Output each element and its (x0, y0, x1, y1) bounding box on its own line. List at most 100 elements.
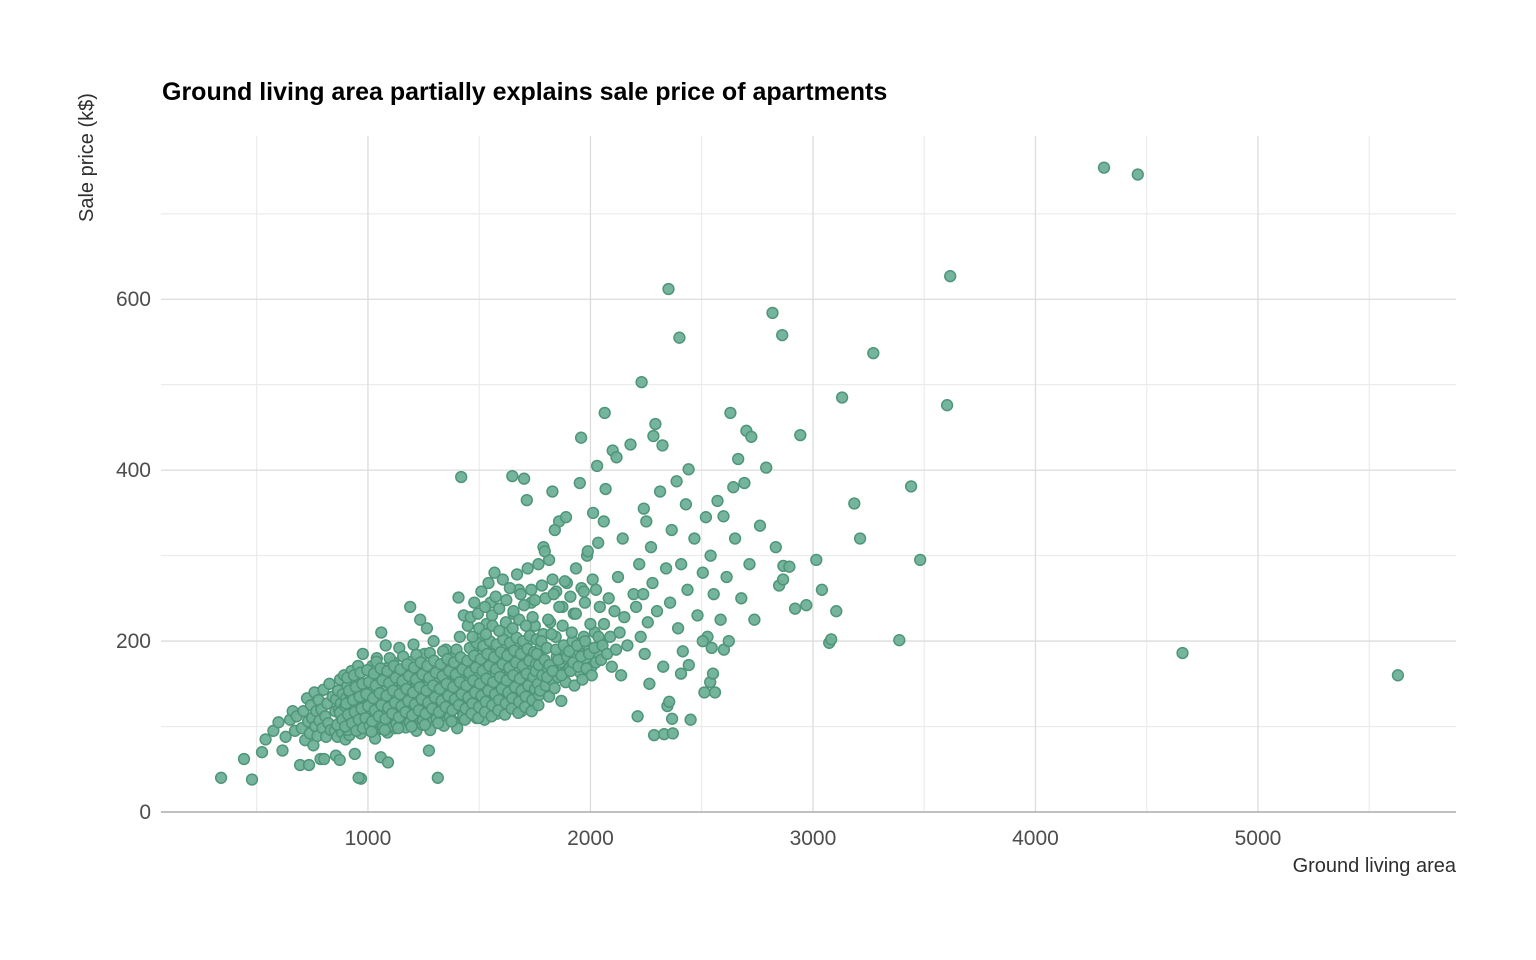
data-point (714, 613, 727, 626)
data-point (637, 587, 650, 601)
data-point (711, 494, 724, 508)
data-point (414, 613, 427, 626)
data-point (578, 634, 592, 648)
x-tick-label: 5000 (1235, 827, 1282, 850)
data-point (646, 576, 659, 590)
data-point (507, 605, 520, 618)
data-point (405, 720, 418, 733)
data-point (682, 463, 695, 476)
data-point (614, 669, 628, 682)
data-point (510, 568, 524, 581)
data-point (564, 590, 577, 603)
data-point (586, 573, 599, 586)
data-point (728, 532, 742, 545)
data-point (422, 744, 436, 757)
data-point (532, 699, 545, 712)
data-point (794, 428, 807, 442)
data-point (545, 628, 558, 641)
data-point (506, 469, 519, 483)
data-point (717, 510, 730, 523)
data-point (378, 723, 391, 737)
data-point (914, 553, 927, 567)
data-point (517, 472, 531, 485)
data-point (255, 746, 269, 759)
data-point (506, 622, 519, 635)
data-point (496, 573, 509, 586)
data-point (597, 515, 610, 528)
data-point (526, 610, 539, 624)
data-point (555, 694, 568, 708)
data-point (598, 406, 611, 420)
data-point (722, 634, 735, 648)
data-point (375, 626, 388, 639)
data-point (568, 679, 581, 692)
data-point (479, 628, 493, 641)
data-point (616, 532, 629, 545)
data-point (1097, 161, 1111, 174)
data-point (666, 727, 679, 740)
data-point (748, 613, 761, 626)
data-point (631, 710, 644, 723)
data-point (705, 641, 718, 655)
data-point (407, 638, 420, 651)
data-point (647, 429, 660, 443)
data-point (427, 634, 440, 648)
data-point (611, 570, 625, 584)
data-point (698, 686, 711, 699)
data-point (488, 566, 501, 579)
data-point (800, 599, 813, 612)
data-point (525, 583, 538, 596)
data-point (1176, 646, 1189, 660)
data-point (542, 613, 555, 626)
data-point (634, 630, 647, 643)
data-point (317, 752, 331, 766)
data-point (706, 667, 720, 680)
data-point (708, 686, 722, 699)
data-point (704, 549, 717, 562)
data-point (565, 626, 578, 639)
data-point (735, 592, 748, 605)
data-point (365, 725, 378, 738)
data-point (738, 476, 751, 490)
data-point (670, 475, 683, 488)
data-point (643, 677, 656, 690)
data-point (682, 658, 695, 672)
data-point (679, 498, 693, 511)
data-point (599, 482, 612, 496)
data-point (546, 573, 559, 586)
data-point (788, 602, 802, 615)
data-point (621, 639, 634, 652)
data-point (547, 587, 560, 601)
data-point (853, 532, 867, 545)
data-point (904, 480, 918, 493)
data-point (776, 328, 789, 342)
data-point (650, 605, 664, 618)
data-point (696, 566, 709, 579)
data-point (538, 545, 551, 558)
data-point (431, 771, 444, 784)
chart-title: Ground living area partially explains sa… (162, 78, 888, 106)
data-point (638, 647, 651, 661)
data-point (569, 607, 582, 620)
y-tick-label: 200 (116, 630, 151, 653)
data-point (514, 587, 527, 601)
data-point (618, 610, 631, 624)
data-point (475, 585, 488, 598)
data-point (455, 470, 468, 484)
data-point (323, 677, 336, 690)
data-point (574, 431, 588, 444)
data-point (542, 690, 556, 703)
data-point (724, 406, 737, 420)
data-point (392, 722, 405, 735)
data-point (352, 771, 365, 784)
data-point (760, 461, 773, 474)
data-point (624, 438, 637, 451)
data-point (610, 451, 623, 464)
data-point (769, 540, 782, 554)
y-tick-label: 400 (116, 459, 151, 482)
data-point (548, 681, 561, 695)
data-point (681, 583, 694, 596)
data-point (696, 634, 709, 648)
data-point (629, 600, 643, 614)
